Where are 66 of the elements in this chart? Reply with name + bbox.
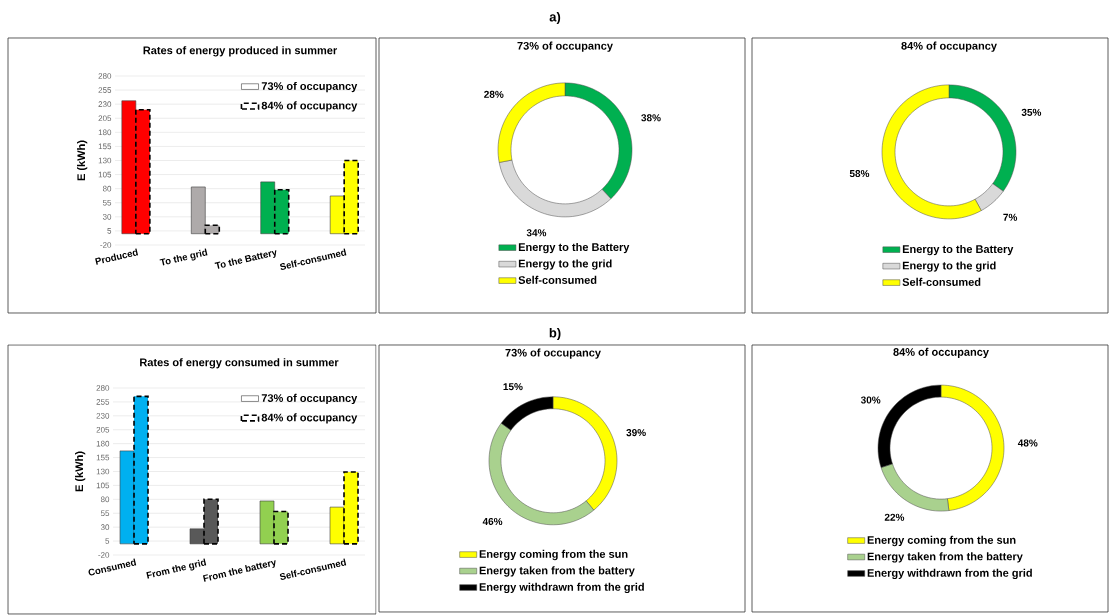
y-tick-label: 30 [100, 524, 110, 530]
y-tick-label: 105 [98, 171, 112, 178]
legend-label: Energy to the grid [902, 261, 996, 272]
y-tick-label: 5 [107, 228, 112, 234]
y-tick-label: 155 [98, 143, 112, 150]
y-tick-label: -20 [100, 242, 112, 248]
data-label: 38% [641, 114, 661, 122]
chart-title: 73% of occupancy [517, 41, 613, 52]
y-tick-label: 155 [96, 454, 110, 461]
chart-title: 84% of occupancy [901, 41, 997, 52]
y-tick-label: 180 [98, 129, 112, 136]
x-tick-label: To the Battery [214, 250, 277, 269]
y-axis-title: E (kWh) [77, 140, 88, 181]
y-tick-label: -20 [98, 552, 110, 558]
data-label: 46% [482, 517, 503, 525]
y-tick-label: 280 [98, 73, 112, 79]
data-label: 28% [484, 90, 504, 98]
y-tick-label: 80 [100, 496, 110, 503]
text: a) [549, 11, 561, 25]
y-tick-label: 130 [98, 157, 112, 164]
y-tick-label: 280 [96, 385, 110, 391]
y-tick-label: 230 [96, 412, 110, 419]
legend-label: Energy withdrawn from the grid [867, 568, 1032, 580]
legend-label: Energy coming from the sun [867, 535, 1016, 547]
data-label: 39% [626, 429, 646, 437]
legend-label: Energy taken from the battery [479, 566, 635, 577]
legend-label: Self-consumed [518, 275, 597, 284]
legend-label: Energy withdrawn from the grid [479, 582, 644, 594]
y-tick-label: 255 [96, 399, 110, 405]
y-tick-label: 30 [102, 213, 112, 220]
data-label: 15% [503, 383, 523, 391]
chart-title: Rates of energy consumed in summer [140, 358, 339, 369]
y-tick-label: 205 [98, 115, 112, 122]
y-tick-label: 255 [98, 87, 112, 93]
y-tick-label: 55 [102, 199, 112, 206]
y-tick-label: 180 [96, 440, 110, 447]
legend-label: Energy coming from the sun [479, 549, 628, 561]
legend-label: Energy to the Battery [518, 242, 630, 254]
data-label: 34% [526, 229, 547, 237]
y-tick-label: 80 [102, 185, 112, 192]
legend-label: 84% of occupancy [261, 413, 358, 424]
data-label: 35% [1021, 108, 1042, 116]
chart-title: 84% of occupancy [893, 347, 989, 359]
data-label: 48% [1017, 439, 1038, 447]
data-label: 7% [1003, 213, 1018, 221]
y-tick-label: 230 [98, 101, 112, 107]
y-axis-title: E (kWh) [75, 451, 86, 492]
y-tick-label: 55 [100, 510, 110, 517]
legend-label: Self-consumed [902, 277, 981, 286]
y-tick-label: 105 [96, 482, 110, 489]
legend-label: Energy to the Battery [902, 244, 1014, 256]
legend-label: 73% of occupancy [261, 81, 358, 93]
x-tick-label: To the grid [159, 248, 208, 266]
data-label: 22% [884, 513, 905, 521]
text: b) [549, 327, 561, 341]
legend-label: 73% of occupancy [261, 393, 358, 405]
y-tick-label: 205 [96, 426, 110, 433]
data-label: 58% [849, 170, 870, 178]
chart-title: 73% of occupancy [505, 348, 601, 359]
y-tick-label: 5 [105, 538, 110, 544]
legend-label: Energy to the grid [518, 259, 612, 270]
data-label: 30% [860, 396, 881, 404]
legend-label: 84% of occupancy [261, 101, 358, 112]
legend-label: Energy taken from the battery [867, 552, 1023, 563]
chart-title: Rates of energy produced in summer [143, 46, 338, 57]
y-tick-label: 130 [96, 468, 110, 475]
